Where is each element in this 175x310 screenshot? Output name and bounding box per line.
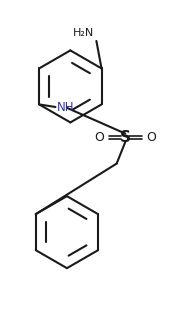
Text: NH: NH [57, 101, 75, 114]
Text: O: O [146, 131, 156, 144]
Text: H₂N: H₂N [73, 29, 94, 38]
Text: S: S [120, 130, 131, 145]
Text: O: O [94, 131, 104, 144]
